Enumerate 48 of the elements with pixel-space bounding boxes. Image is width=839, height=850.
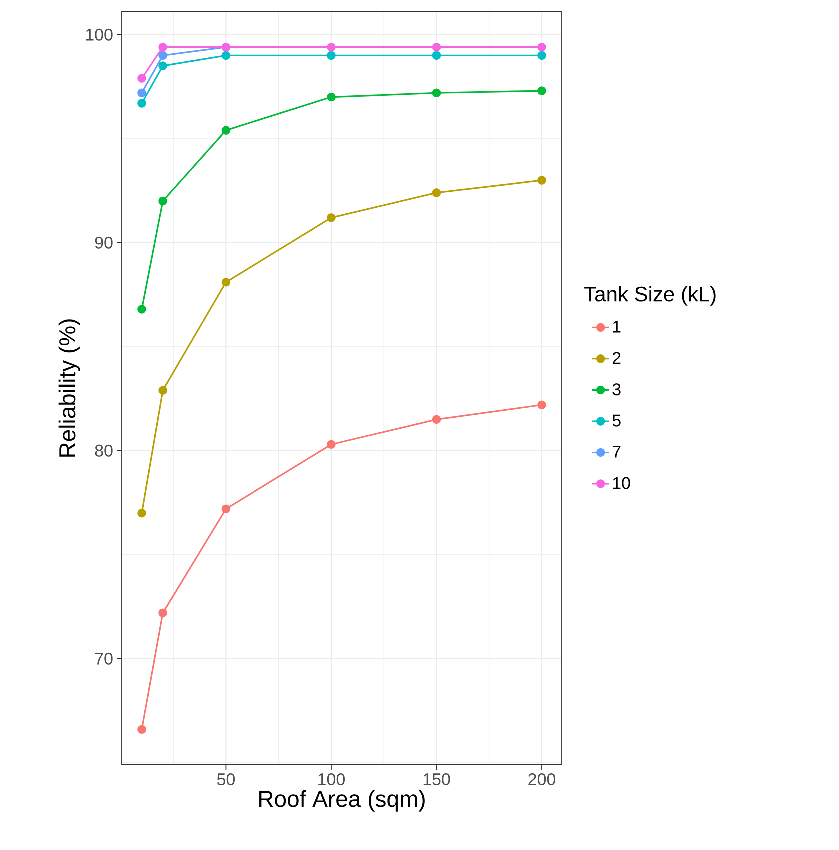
y-tick-label: 100 bbox=[86, 28, 113, 41]
y-axis-title: Reliability (%) bbox=[58, 320, 80, 457]
legend-label: 5 bbox=[612, 414, 621, 427]
point bbox=[158, 42, 168, 52]
point bbox=[327, 440, 336, 450]
point bbox=[158, 51, 168, 60]
point bbox=[138, 88, 146, 98]
legend-label: 2 bbox=[612, 352, 621, 364]
point bbox=[538, 400, 546, 410]
point bbox=[432, 51, 442, 60]
x-tick-label: 100 bbox=[318, 774, 345, 786]
point bbox=[538, 42, 546, 52]
point bbox=[138, 74, 146, 83]
point bbox=[327, 42, 336, 52]
x-tick-label: 50 bbox=[217, 774, 236, 786]
y-tick-label: 90 bbox=[95, 236, 113, 249]
point bbox=[432, 88, 442, 98]
point bbox=[138, 725, 146, 734]
legend-label: 3 bbox=[612, 384, 621, 396]
legend-label: 1 bbox=[613, 321, 621, 333]
point bbox=[327, 92, 336, 102]
point bbox=[158, 196, 168, 206]
point bbox=[327, 51, 336, 60]
legend-label: 10 bbox=[613, 477, 630, 490]
point bbox=[222, 126, 231, 135]
point bbox=[538, 176, 546, 185]
point bbox=[138, 99, 146, 108]
point bbox=[138, 305, 146, 314]
point bbox=[158, 62, 168, 70]
legend-label: 7 bbox=[612, 446, 621, 458]
x-axis-title: Roof Area (sqm) bbox=[260, 790, 425, 812]
y-tick-label: 70 bbox=[95, 652, 113, 665]
point bbox=[158, 386, 168, 395]
legend-title: Tank Size (kL) bbox=[584, 286, 716, 306]
point bbox=[222, 51, 231, 60]
x-tick-label: 200 bbox=[528, 774, 556, 786]
point bbox=[432, 42, 442, 52]
point bbox=[222, 278, 231, 287]
y-tick-label: 80 bbox=[95, 444, 113, 457]
point bbox=[222, 504, 231, 514]
point bbox=[432, 415, 442, 424]
point bbox=[158, 608, 168, 618]
point bbox=[432, 188, 442, 198]
point bbox=[538, 86, 546, 96]
point bbox=[138, 508, 146, 518]
point bbox=[538, 51, 546, 60]
point bbox=[327, 214, 336, 222]
x-tick-label: 150 bbox=[424, 774, 450, 786]
